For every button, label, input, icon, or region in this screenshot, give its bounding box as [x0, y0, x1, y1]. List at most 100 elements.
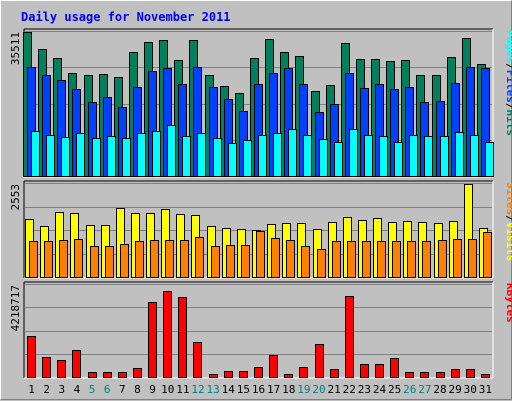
bar-kbytes-day-28: [436, 372, 445, 378]
x-tick-label-day-7: 7: [119, 383, 126, 396]
bar-kbytes-day-26: [405, 372, 414, 378]
bar-kbytes-day-5: [88, 372, 97, 378]
bar-pages-day-3: [61, 137, 70, 177]
bar-sites-day-2: [44, 241, 53, 278]
bar-sites-day-12: [195, 237, 204, 278]
bar-pages-day-7: [122, 138, 131, 177]
bar-pages-day-31: [485, 142, 494, 177]
legend-entry: /: [504, 215, 512, 222]
legend-entry: Sites: [504, 182, 512, 215]
x-tick-label-day-20: 20: [312, 383, 325, 396]
bar-pages-day-25: [394, 142, 403, 177]
bar-pages-day-8: [137, 133, 146, 177]
bar-kbytes-day-19: [299, 367, 308, 378]
x-tick-label-day-15: 15: [237, 383, 250, 396]
bar-sites-day-6: [105, 246, 114, 278]
bar-kbytes-day-8: [133, 368, 142, 378]
bar-kbytes-day-12: [193, 342, 202, 378]
x-tick-label-day-25: 25: [388, 383, 401, 396]
legend-entry: Hits: [504, 110, 512, 137]
bar-sites-day-3: [59, 240, 68, 278]
bar-sites-day-14: [226, 245, 235, 278]
bar-sites-day-1: [29, 241, 38, 278]
bar-kbytes-day-14: [224, 371, 233, 378]
bar-kbytes-day-29: [451, 369, 460, 378]
bar-sites-day-18: [286, 240, 295, 278]
bar-kbytes-day-23: [360, 364, 369, 378]
bar-kbytes-day-13: [209, 374, 218, 378]
bar-pages-day-15: [243, 140, 252, 177]
bar-pages-day-17: [273, 133, 282, 177]
bar-sites-day-21: [332, 241, 341, 278]
bar-kbytes-day-11: [178, 297, 187, 378]
legend-entry: /: [504, 103, 512, 110]
x-tick-label-day-31: 31: [479, 383, 492, 396]
x-tick-label-day-18: 18: [282, 383, 295, 396]
bar-kbytes-day-25: [390, 358, 399, 378]
x-tick-label-day-17: 17: [267, 383, 280, 396]
bar-kbytes-day-27: [420, 372, 429, 378]
x-tick-label-day-19: 19: [297, 383, 310, 396]
bar-pages-day-9: [152, 131, 161, 177]
bar-pages-day-13: [213, 138, 222, 177]
bar-pages-day-16: [258, 135, 267, 177]
bar-pages-day-29: [455, 132, 464, 177]
bar-pages-day-19: [303, 135, 312, 177]
bar-sites-day-19: [301, 246, 310, 278]
bar-pages-day-26: [409, 135, 418, 177]
legend-kbytes: KBytes: [504, 283, 512, 323]
bar-pages-day-4: [76, 133, 85, 177]
bar-sites-day-11: [180, 240, 189, 278]
panel-kbytes: 4218717 KBytes: [9, 281, 512, 379]
series-pages: [31, 125, 494, 177]
bar-pages-day-10: [167, 125, 176, 177]
legend-entry: Pages: [504, 30, 512, 63]
bar-kbytes-day-22: [345, 296, 354, 378]
x-tick-label-day-5: 5: [89, 383, 96, 396]
x-axis-labels: 1 2 3 4 5 6 7 8 9 10 11 12 13 14 15 16 17 18 19 20 21 22 23 24 2…: [28, 383, 492, 396]
x-tick-label-day-27: 27: [418, 383, 431, 396]
legend-entry: Visits: [504, 222, 512, 262]
bar-kbytes-day-24: [375, 364, 384, 378]
bar-sites-day-10: [165, 240, 174, 278]
bar-kbytes-day-7: [118, 372, 127, 378]
legend-entry: KBytes: [504, 283, 512, 323]
bar-sites-day-23: [362, 241, 371, 278]
x-tick-label-day-6: 6: [104, 383, 111, 396]
bar-pages-day-22: [349, 129, 358, 177]
bar-sites-day-17: [271, 238, 280, 278]
bar-sites-day-7: [120, 244, 129, 278]
bar-sites-day-22: [347, 241, 356, 278]
bar-pages-day-6: [107, 136, 116, 177]
bar-kbytes-day-6: [103, 372, 112, 378]
bar-pages-day-18: [288, 129, 297, 177]
legend-entry: /: [504, 63, 512, 70]
x-tick-label-day-28: 28: [433, 383, 446, 396]
bar-pages-day-24: [379, 136, 388, 177]
x-tick-label-day-29: 29: [449, 383, 462, 396]
bar-sites-day-20: [317, 249, 326, 278]
bar-kbytes-day-1: [27, 336, 36, 378]
bar-kbytes-day-15: [239, 371, 248, 378]
bar-pages-day-11: [182, 136, 191, 177]
x-tick-label-day-30: 30: [464, 383, 477, 396]
bar-pages-day-1: [31, 131, 40, 177]
legend-entry: Files: [504, 70, 512, 103]
panels-layer: 35511Pages/Files/Hits2553Sites/Visits421…: [9, 28, 512, 379]
bar-kbytes-day-31: [481, 374, 490, 378]
bar-sites-day-25: [392, 241, 401, 278]
bar-kbytes-day-16: [254, 367, 263, 378]
bar-sites-day-15: [241, 245, 250, 278]
bar-sites-day-9: [150, 240, 159, 278]
bar-pages-day-23: [364, 135, 373, 177]
x-tick-label-day-22: 22: [343, 383, 356, 396]
bar-sites-day-30: [468, 239, 477, 278]
x-tick-label-day-9: 9: [149, 383, 156, 396]
bar-kbytes-day-18: [284, 374, 293, 378]
series-sites: [29, 231, 492, 278]
x-tick-label-day-21: 21: [328, 383, 341, 396]
x-tick-label-day-10: 10: [161, 383, 174, 396]
bar-sites-day-5: [90, 246, 99, 278]
